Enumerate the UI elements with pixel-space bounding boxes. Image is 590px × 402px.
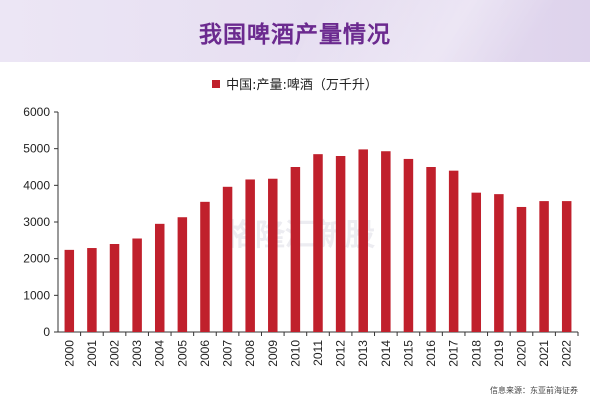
legend-swatch (212, 79, 221, 88)
y-tick-labels: 0 1000 2000 3000 4000 5000 6000 (23, 105, 50, 339)
bar-2009 (268, 178, 278, 332)
x-tick-label: 2017 (447, 340, 461, 367)
title-banner: 我国啤酒产量情况 (0, 0, 590, 62)
x-tick-label: 2003 (130, 340, 144, 367)
bar-2020 (516, 206, 527, 332)
x-tick-label: 2013 (356, 340, 370, 367)
x-tick-label: 2010 (288, 340, 302, 367)
bar-2000 (64, 249, 75, 332)
bar-2021 (539, 201, 549, 332)
bar-2017 (448, 170, 459, 332)
x-tick-label: 2008 (243, 340, 257, 367)
bar-2008 (245, 179, 255, 332)
bar-2010 (290, 167, 301, 332)
y-tick-label: 2000 (23, 252, 50, 266)
x-tick-label: 2020 (514, 340, 528, 367)
x-tick-label: 2019 (492, 340, 506, 367)
bar-2012 (335, 156, 346, 332)
x-tick-label: 2007 (221, 340, 235, 367)
x-tick-label: 2015 (401, 340, 415, 367)
x-tick-label: 2001 (85, 340, 99, 367)
x-tick-label: 2022 (560, 340, 574, 367)
x-tick-label: 2004 (153, 340, 167, 367)
y-tick-label: 4000 (23, 178, 50, 192)
x-tick-label: 2016 (424, 340, 438, 367)
y-tick-label: 6000 (23, 105, 50, 119)
x-tick-label: 2002 (108, 340, 122, 367)
bar-2013 (358, 149, 368, 332)
legend-label: 中国:产量:啤酒（万千升） (226, 78, 378, 93)
bar-2014 (381, 151, 391, 332)
x-tick-label: 2011 (311, 340, 325, 366)
x-tick-labels: 2000 2001 2002 2003 2004 2005 2006 2007 2008 2009… (62, 340, 573, 367)
chart-title: 我国啤酒产量情况 (199, 22, 391, 48)
bar-2005 (177, 217, 188, 332)
y-tick-label: 3000 (23, 215, 50, 229)
x-tick-label: 2000 (62, 340, 76, 367)
bar-2022 (561, 201, 572, 332)
bar-2001 (87, 248, 97, 332)
y-tick-label: 0 (43, 325, 50, 339)
bar-2006 (200, 201, 210, 332)
x-tick-label: 2018 (469, 340, 483, 367)
x-tick-label: 2014 (379, 340, 393, 367)
legend: 中国:产量:啤酒（万千升） (0, 74, 590, 93)
y-tick-label: 5000 (23, 142, 50, 156)
x-tick-label: 2021 (537, 340, 551, 367)
bar-2002 (109, 244, 120, 332)
x-tick-label: 2006 (198, 340, 212, 367)
x-tick-label: 2005 (175, 340, 189, 367)
source-note: 信息来源：东亚前海证券 (490, 386, 578, 395)
bar-2019 (494, 194, 504, 332)
bar-2011 (313, 154, 323, 332)
bar-2007 (222, 186, 233, 332)
y-tick-label: 1000 (23, 288, 50, 302)
bar-2018 (471, 192, 482, 332)
bar-2016 (426, 167, 436, 332)
x-tick-label: 2012 (334, 340, 348, 367)
x-tick-label: 2009 (266, 340, 280, 367)
bars (64, 149, 572, 332)
bar-2004 (154, 223, 165, 332)
bar-2003 (132, 238, 142, 332)
bar-2015 (403, 158, 414, 332)
